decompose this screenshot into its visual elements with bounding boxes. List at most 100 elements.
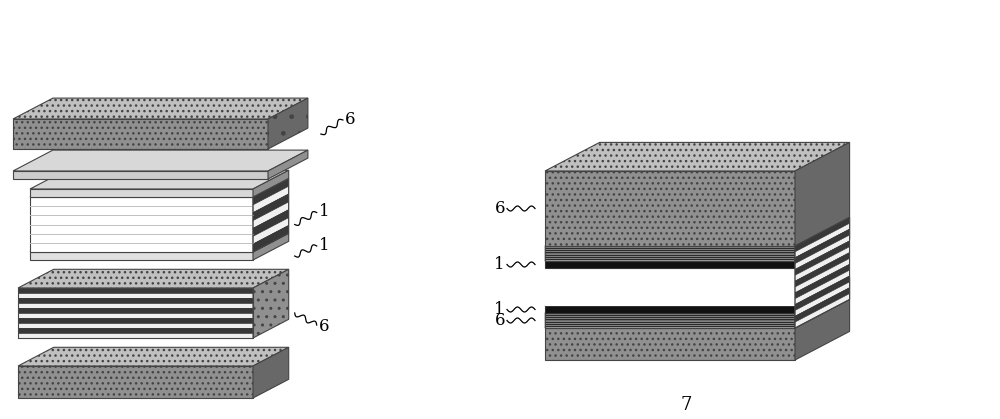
Polygon shape [253, 347, 289, 398]
Polygon shape [253, 194, 289, 220]
Polygon shape [795, 285, 850, 328]
Polygon shape [545, 268, 795, 306]
Text: 1: 1 [494, 256, 505, 273]
Polygon shape [268, 98, 308, 149]
Text: 6: 6 [494, 312, 505, 329]
Polygon shape [545, 247, 795, 248]
Polygon shape [545, 142, 850, 171]
Text: 1: 1 [319, 203, 329, 220]
Polygon shape [18, 269, 289, 288]
Text: 1: 1 [319, 236, 329, 253]
Text: 6: 6 [494, 200, 505, 217]
Polygon shape [545, 300, 850, 328]
Polygon shape [545, 261, 795, 268]
Polygon shape [795, 223, 850, 258]
Polygon shape [268, 150, 308, 179]
Polygon shape [18, 313, 253, 318]
Polygon shape [30, 252, 253, 260]
Polygon shape [18, 366, 253, 398]
Text: 7: 7 [681, 396, 692, 414]
Polygon shape [545, 249, 795, 250]
Polygon shape [545, 285, 850, 313]
Polygon shape [795, 259, 850, 293]
Polygon shape [545, 315, 795, 316]
Polygon shape [18, 288, 253, 293]
Polygon shape [545, 252, 795, 253]
Polygon shape [545, 253, 795, 254]
Polygon shape [253, 233, 289, 260]
Polygon shape [253, 186, 289, 213]
Text: 6: 6 [319, 318, 329, 334]
Polygon shape [545, 322, 795, 323]
Polygon shape [545, 246, 795, 247]
Polygon shape [545, 325, 795, 326]
Polygon shape [545, 255, 795, 256]
Polygon shape [13, 150, 308, 171]
Polygon shape [545, 317, 795, 318]
Polygon shape [545, 314, 795, 315]
Polygon shape [795, 233, 850, 268]
Polygon shape [795, 229, 850, 264]
Polygon shape [545, 328, 795, 360]
Polygon shape [545, 324, 795, 325]
Polygon shape [795, 300, 850, 360]
Polygon shape [30, 233, 289, 252]
Polygon shape [795, 235, 850, 269]
Polygon shape [795, 241, 850, 275]
Polygon shape [545, 233, 850, 261]
Polygon shape [795, 264, 850, 299]
Polygon shape [795, 294, 850, 328]
Polygon shape [545, 257, 795, 258]
Text: 6: 6 [345, 111, 355, 127]
Polygon shape [253, 269, 289, 338]
Polygon shape [18, 303, 253, 308]
Polygon shape [253, 217, 289, 244]
Polygon shape [545, 259, 795, 260]
Polygon shape [795, 142, 850, 246]
Polygon shape [545, 320, 795, 321]
Polygon shape [545, 277, 850, 306]
Polygon shape [30, 189, 253, 197]
Polygon shape [795, 277, 850, 313]
Polygon shape [545, 323, 795, 324]
Polygon shape [253, 178, 289, 205]
Text: 1: 1 [494, 301, 505, 318]
Polygon shape [18, 333, 253, 338]
Polygon shape [18, 298, 253, 303]
Polygon shape [545, 316, 795, 317]
Polygon shape [18, 293, 253, 298]
Polygon shape [545, 326, 795, 327]
Polygon shape [545, 254, 795, 255]
Polygon shape [30, 178, 289, 197]
Polygon shape [253, 202, 289, 228]
Polygon shape [30, 170, 289, 189]
Polygon shape [18, 347, 289, 366]
Polygon shape [545, 250, 795, 251]
Polygon shape [545, 321, 795, 322]
Polygon shape [795, 276, 850, 310]
Polygon shape [545, 248, 795, 249]
Polygon shape [795, 253, 850, 287]
Polygon shape [545, 251, 795, 252]
Polygon shape [795, 247, 850, 281]
Polygon shape [13, 171, 268, 179]
Polygon shape [18, 328, 253, 333]
Polygon shape [795, 217, 850, 252]
Polygon shape [795, 288, 850, 322]
Polygon shape [545, 327, 795, 328]
Polygon shape [545, 313, 795, 314]
Polygon shape [795, 270, 850, 305]
Polygon shape [18, 323, 253, 328]
Polygon shape [253, 225, 289, 252]
Polygon shape [253, 170, 289, 197]
Polygon shape [795, 217, 850, 261]
Polygon shape [545, 171, 795, 246]
Polygon shape [795, 282, 850, 316]
Polygon shape [545, 217, 850, 246]
Polygon shape [253, 210, 289, 236]
Polygon shape [30, 197, 253, 252]
Polygon shape [545, 258, 795, 259]
Polygon shape [13, 119, 268, 149]
Polygon shape [18, 308, 253, 313]
Polygon shape [545, 306, 795, 313]
